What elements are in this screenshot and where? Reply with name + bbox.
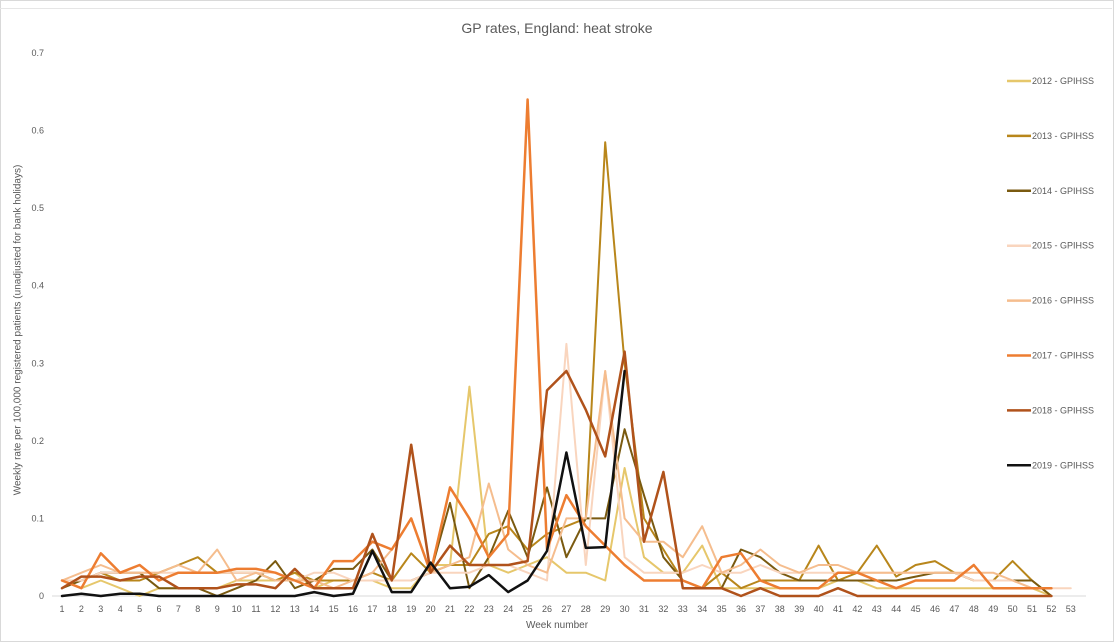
series-line-2018	[60, 350, 1053, 598]
x-tick-label: 21	[445, 604, 455, 614]
x-tick-label: 38	[775, 604, 785, 614]
x-axis-label: Week number	[525, 620, 589, 631]
x-tick-label: 5	[137, 604, 142, 614]
y-tick-label: 0.3	[31, 358, 44, 368]
y-tick-label: 0.2	[31, 436, 44, 446]
x-tick-label: 14	[309, 604, 319, 614]
x-tick-label: 19	[406, 604, 416, 614]
legend-label: 2015 - GPIHSS	[1032, 241, 1094, 251]
x-tick-label: 35	[717, 604, 727, 614]
x-tick-label: 40	[814, 604, 824, 614]
x-tick-label: 7	[176, 604, 181, 614]
x-tick-label: 28	[581, 604, 591, 614]
x-tick-label: 17	[367, 604, 377, 614]
legend-label: 2017 - GPIHSS	[1032, 351, 1094, 361]
x-tick-label: 46	[930, 604, 940, 614]
top-divider	[0, 8, 1112, 9]
x-tick-label: 26	[542, 604, 552, 614]
x-tick-label: 39	[794, 604, 804, 614]
x-tick-label: 37	[755, 604, 765, 614]
y-tick-label: 0.7	[31, 48, 44, 58]
x-tick-label: 6	[156, 604, 161, 614]
y-tick-label: 0	[39, 591, 44, 601]
x-tick-label: 48	[969, 604, 979, 614]
x-tick-label: 32	[658, 604, 668, 614]
x-tick-label: 25	[523, 604, 533, 614]
x-tick-label: 4	[118, 604, 123, 614]
x-tick-label: 36	[736, 604, 746, 614]
series-line-2012	[61, 385, 1053, 597]
x-tick-label: 31	[639, 604, 649, 614]
y-tick-label: 0.1	[31, 513, 44, 523]
series-line-2017	[60, 98, 1053, 590]
x-tick-label: 20	[426, 604, 436, 614]
x-tick-label: 16	[348, 604, 358, 614]
x-tick-label: 30	[620, 604, 630, 614]
y-tick-label: 0.6	[31, 126, 44, 136]
legend-label: 2014 - GPIHSS	[1032, 186, 1094, 196]
x-tick-label: 15	[329, 604, 339, 614]
x-tick-label: 13	[290, 604, 300, 614]
x-tick-label: 18	[387, 604, 397, 614]
x-tick-label: 9	[215, 604, 220, 614]
x-tick-label: 3	[98, 604, 103, 614]
x-tick-label: 12	[270, 604, 280, 614]
y-tick-label: 0.5	[31, 203, 44, 213]
x-tick-label: 24	[503, 604, 513, 614]
legend-label: 2013 - GPIHSS	[1032, 131, 1094, 141]
x-tick-label: 10	[232, 604, 242, 614]
legend-label: 2019 - GPIHSS	[1032, 460, 1094, 470]
x-tick-label: 34	[697, 604, 707, 614]
chart-title: GP rates, England: heat stroke	[461, 20, 653, 36]
x-tick-label: 43	[872, 604, 882, 614]
series-line-2016	[61, 370, 1053, 590]
x-tick-label: 41	[833, 604, 843, 614]
x-tick-label: 42	[852, 604, 862, 614]
legend-label: 2018 - GPIHSS	[1032, 405, 1094, 415]
y-tick-label: 0.4	[31, 281, 44, 291]
x-tick-label: 53	[1066, 604, 1076, 614]
x-tick-label: 50	[1008, 604, 1018, 614]
legend-label: 2012 - GPIHSS	[1032, 76, 1094, 86]
x-tick-label: 51	[1027, 604, 1037, 614]
x-tick-label: 44	[891, 604, 901, 614]
x-tick-label: 45	[911, 604, 921, 614]
legend-label: 2016 - GPIHSS	[1032, 296, 1094, 306]
x-tick-label: 47	[949, 604, 959, 614]
x-tick-label: 8	[195, 604, 200, 614]
x-tick-label: 2	[79, 604, 84, 614]
x-tick-label: 29	[600, 604, 610, 614]
x-tick-label: 52	[1046, 604, 1056, 614]
series-line-2013	[61, 141, 1053, 597]
x-tick-label: 23	[484, 604, 494, 614]
x-tick-label: 33	[678, 604, 688, 614]
x-tick-label: 49	[988, 604, 998, 614]
series-line-2015	[61, 342, 1072, 590]
x-tick-label: 22	[464, 604, 474, 614]
x-tick-label: 11	[251, 604, 260, 614]
x-tick-label: 1	[59, 604, 64, 614]
series-line-2019	[60, 369, 626, 598]
x-tick-label: 27	[561, 604, 571, 614]
